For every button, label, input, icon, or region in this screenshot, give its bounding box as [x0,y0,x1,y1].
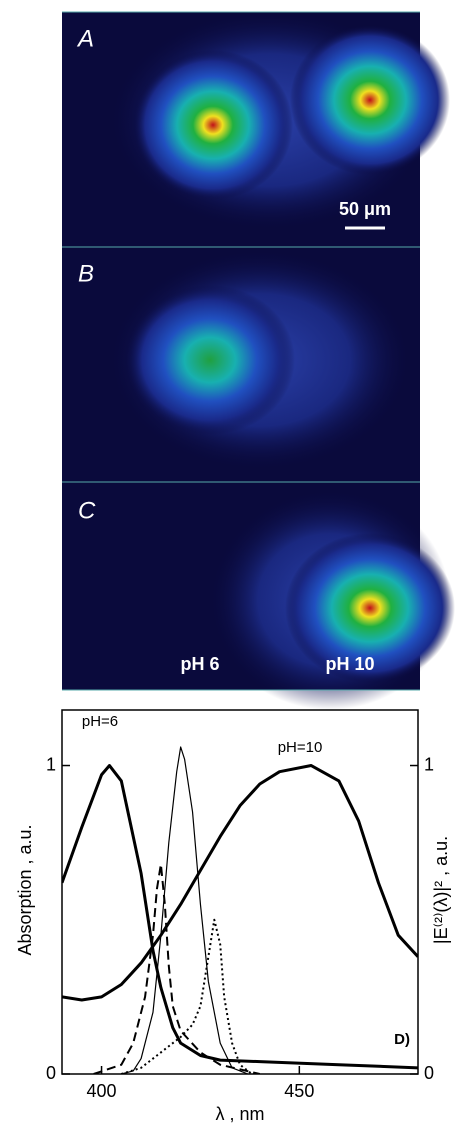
series-line [121,746,249,1074]
y-tick-label: 1 [46,754,56,774]
ph-label: pH 10 [325,654,374,674]
annotation: pH=6 [82,713,118,730]
panel-label: B [78,260,94,287]
series-line [93,863,261,1074]
plot-frame [61,709,419,1075]
series-line [121,918,253,1074]
x-tick-label: 400 [87,1081,117,1101]
scale-bar-label: 50 μm [339,199,391,219]
ph-label: pH 6 [180,654,219,674]
annotation: D) [394,1031,410,1048]
spot [290,25,450,175]
panel-label: A [76,25,94,52]
x-tick-label: 450 [284,1081,314,1101]
y2-tick-label: 0 [424,1063,434,1083]
y-tick-label: 0 [46,1063,56,1083]
chart: λ , nm Absorption , a.u. |E⁽²⁾(λ)|² , a.… [15,709,451,1124]
x-axis-label: λ , nm [215,1104,264,1124]
spot [125,285,295,435]
y2-tick-label: 1 [424,754,434,774]
spot [285,533,455,683]
spot [133,50,293,200]
panel-label: C [78,497,96,524]
annotation: pH=10 [278,739,323,756]
image-panels: A B C 50 μm pH 6 pH 10 [62,10,455,710]
y-axis-label: Absorption , a.u. [15,824,35,955]
series-line [62,764,418,1002]
series-line [62,764,418,1070]
y2-axis-label: |E⁽²⁾(λ)|² , a.u. [431,836,451,944]
